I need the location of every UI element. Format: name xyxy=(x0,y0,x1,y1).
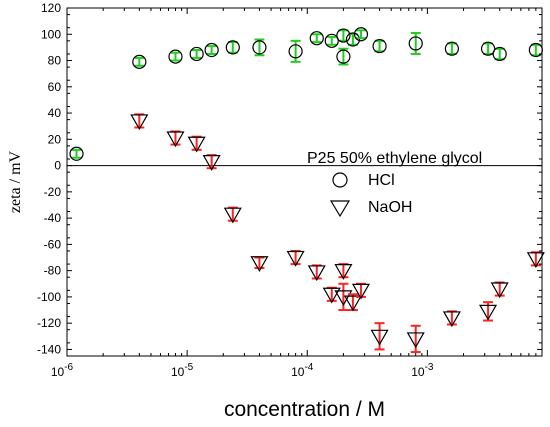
x-axis-title: concentration / M xyxy=(224,398,385,421)
data-point xyxy=(322,287,341,304)
data-point xyxy=(307,265,326,282)
data-point xyxy=(370,329,389,346)
data-point xyxy=(189,46,204,62)
data-point xyxy=(345,32,361,47)
series-hcl xyxy=(69,27,543,161)
series-naoh xyxy=(130,113,545,354)
data-point xyxy=(168,49,183,64)
data-point xyxy=(334,290,353,307)
data-point xyxy=(225,40,240,55)
y-tick-label: 40 xyxy=(48,106,62,120)
data-point xyxy=(480,41,496,56)
y-axis-title: zeta / mV xyxy=(7,150,24,213)
y-tick-label: 0 xyxy=(54,159,61,173)
legend: HCl NaOH xyxy=(329,172,412,218)
x-tick-label: 10-5 xyxy=(171,362,194,379)
y-tick-label: -140 xyxy=(37,342,61,356)
x-tick-label: 10-6 xyxy=(51,362,74,379)
data-point xyxy=(479,304,498,321)
data-point xyxy=(202,155,221,171)
data-point xyxy=(130,114,149,131)
y-tick-label: -120 xyxy=(37,316,61,330)
y-tick-label: 20 xyxy=(48,132,62,146)
data-point xyxy=(336,49,351,64)
data-point xyxy=(406,332,425,349)
data-point xyxy=(353,27,369,42)
y-tick-label: 60 xyxy=(48,80,62,94)
y-tick-label: -80 xyxy=(44,264,62,278)
data-point xyxy=(204,42,219,58)
data-points xyxy=(69,27,545,354)
data-point xyxy=(166,131,185,148)
y-tick-label: -20 xyxy=(44,185,62,199)
data-point xyxy=(490,282,509,299)
data-point xyxy=(408,36,423,51)
chart-title: P25 50% ethylene glycol xyxy=(307,150,482,167)
legend-label: NaOH xyxy=(368,199,412,216)
y-tick-label: -40 xyxy=(44,211,62,225)
data-point xyxy=(372,38,387,54)
data-point xyxy=(343,295,362,312)
y-tick-label: -60 xyxy=(44,237,62,251)
data-point xyxy=(324,33,339,48)
data-point xyxy=(252,40,267,55)
y-tick-label: 80 xyxy=(48,54,62,68)
data-point xyxy=(223,207,242,224)
y-tick-label: 120 xyxy=(41,1,61,15)
legend-marker xyxy=(332,172,348,188)
data-point xyxy=(69,146,84,161)
data-point xyxy=(336,28,351,43)
data-point xyxy=(334,264,353,280)
x-tick-label: 10-3 xyxy=(411,362,434,379)
data-point xyxy=(309,31,324,46)
data-point xyxy=(132,54,147,69)
axes: -140 -120 -100 -80 -60 -40 -20 0 20 40 60 80 100 120 1… xyxy=(37,1,543,379)
x-tick-label: 10-4 xyxy=(291,362,314,379)
data-point xyxy=(351,283,370,300)
data-point xyxy=(187,136,206,153)
data-point xyxy=(526,252,545,269)
data-point xyxy=(442,311,461,328)
data-point xyxy=(288,44,303,59)
plot-frame xyxy=(66,7,543,357)
data-point xyxy=(250,256,269,272)
y-tick-label: 100 xyxy=(41,27,61,41)
y-tick-label: -100 xyxy=(37,290,61,304)
data-point xyxy=(492,46,507,62)
data-point xyxy=(444,41,459,56)
legend-marker xyxy=(329,200,351,218)
data-point xyxy=(286,250,305,267)
legend-label: HCl xyxy=(368,172,395,189)
